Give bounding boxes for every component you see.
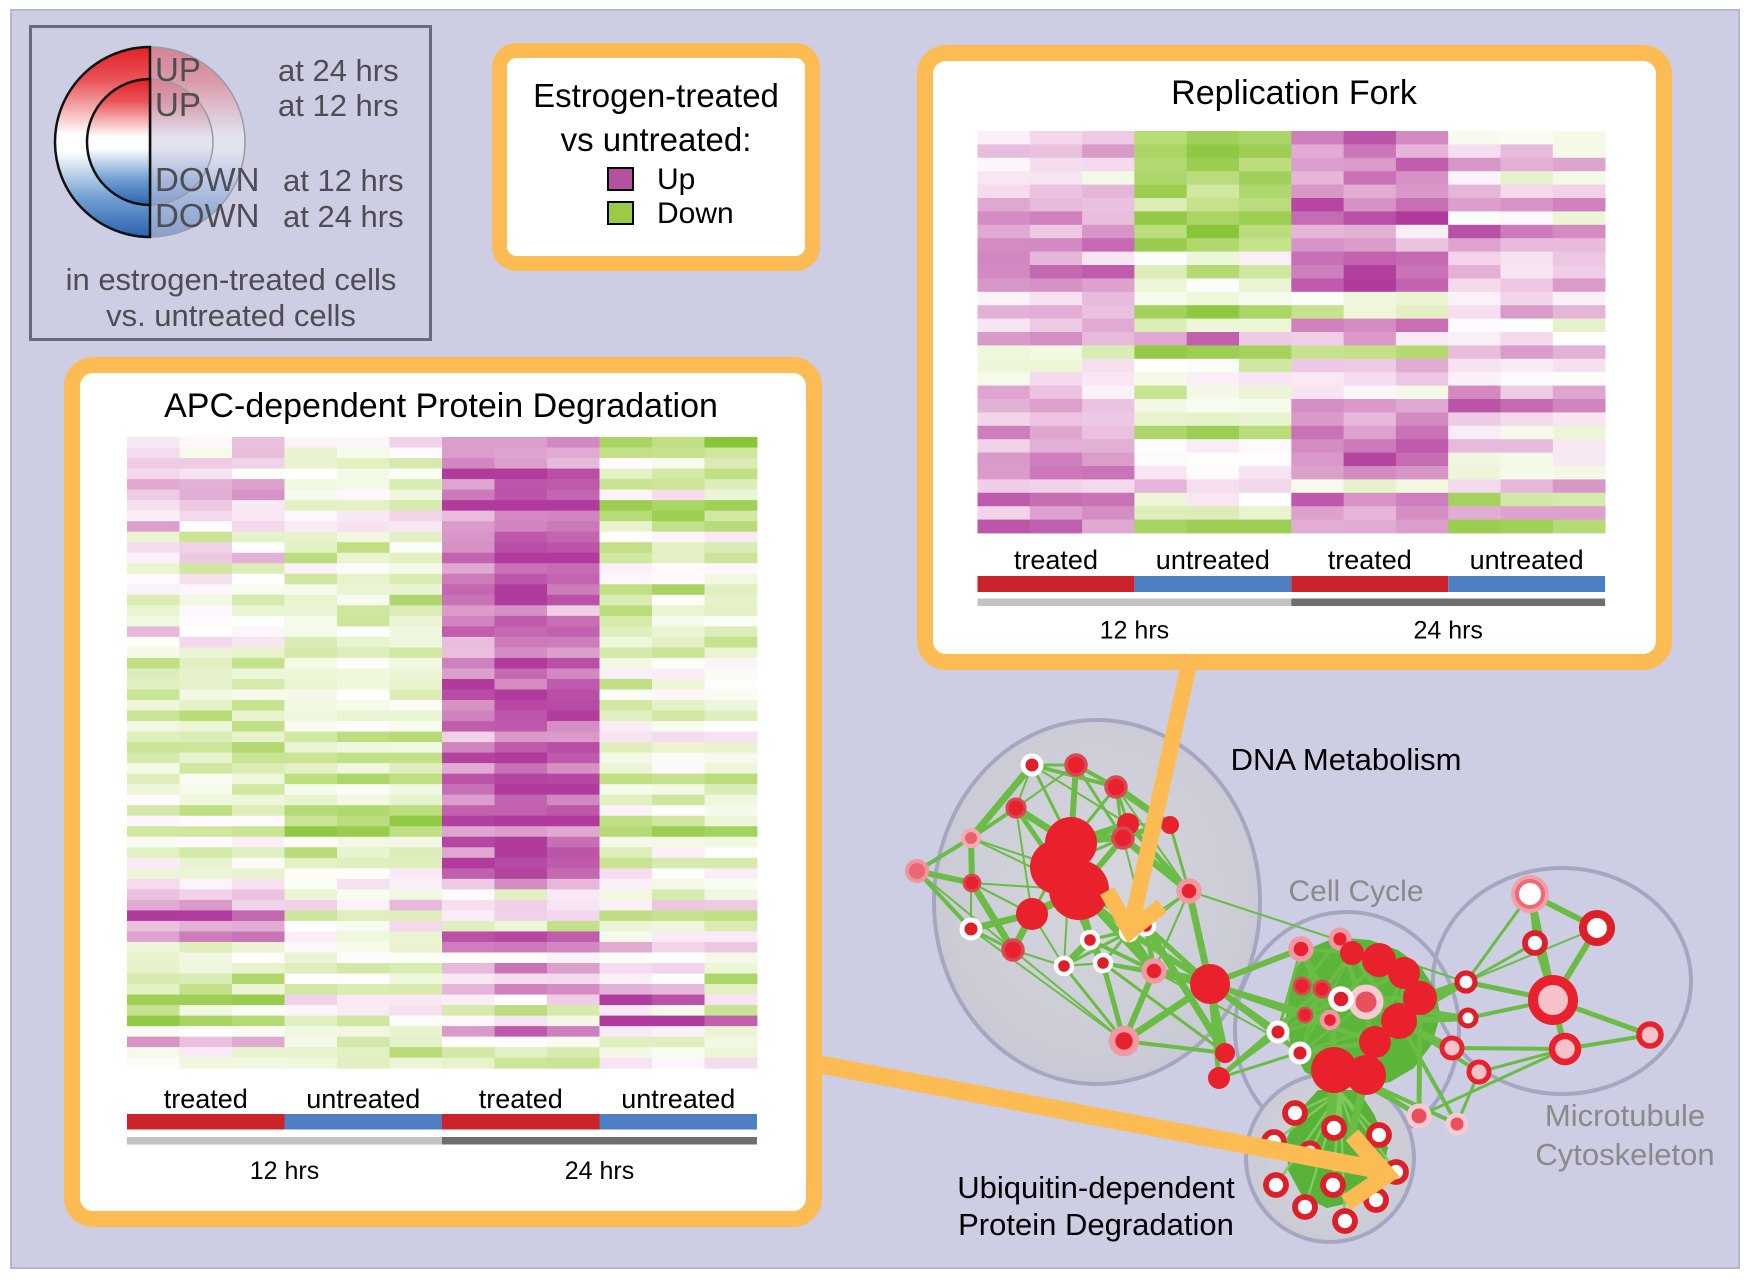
- svg-text:treated: treated: [1328, 545, 1412, 575]
- svg-text:Microtubule: Microtubule: [1545, 1098, 1705, 1133]
- svg-text:DNA Metabolism: DNA Metabolism: [1231, 742, 1462, 777]
- svg-text:24 hrs: 24 hrs: [565, 1157, 634, 1185]
- svg-text:DOWN: DOWN: [155, 161, 259, 198]
- svg-text:Estrogen-treated: Estrogen-treated: [533, 77, 779, 114]
- svg-text:untreated: untreated: [1156, 545, 1270, 575]
- svg-text:12 hrs: 12 hrs: [250, 1157, 319, 1185]
- svg-text:UP: UP: [155, 51, 201, 88]
- svg-text:at 12 hrs: at 12 hrs: [283, 163, 404, 198]
- svg-text:12 hrs: 12 hrs: [1100, 617, 1169, 645]
- svg-text:at 12 hrs: at 12 hrs: [278, 88, 399, 123]
- svg-text:UP: UP: [155, 86, 201, 123]
- svg-text:Up: Up: [657, 163, 695, 196]
- svg-text:DOWN: DOWN: [155, 197, 259, 234]
- svg-text:untreated: untreated: [621, 1084, 735, 1114]
- svg-text:treated: treated: [164, 1084, 248, 1114]
- svg-text:treated: treated: [1014, 545, 1098, 575]
- svg-text:Cell Cycle: Cell Cycle: [1288, 875, 1423, 908]
- svg-text:Replication Fork: Replication Fork: [1171, 74, 1418, 112]
- svg-text:APC-dependent Protein Degradat: APC-dependent Protein Degradation: [164, 387, 718, 425]
- svg-text:24 hrs: 24 hrs: [1413, 617, 1482, 645]
- svg-text:untreated: untreated: [1470, 545, 1584, 575]
- svg-text:Ubiquitin-dependent: Ubiquitin-dependent: [957, 1170, 1235, 1205]
- svg-text:at 24 hrs: at 24 hrs: [283, 199, 404, 234]
- svg-text:vs. untreated cells: vs. untreated cells: [106, 298, 356, 333]
- svg-text:treated: treated: [479, 1084, 563, 1114]
- svg-text:vs untreated:: vs untreated:: [561, 121, 752, 158]
- svg-text:Down: Down: [657, 197, 734, 230]
- svg-text:Protein Degradation: Protein Degradation: [958, 1207, 1234, 1242]
- svg-text:in estrogen-treated cells: in estrogen-treated cells: [66, 262, 397, 297]
- svg-text:Cytoskeleton: Cytoskeleton: [1535, 1137, 1714, 1172]
- svg-text:untreated: untreated: [306, 1084, 420, 1114]
- svg-text:at 24 hrs: at 24 hrs: [278, 53, 399, 88]
